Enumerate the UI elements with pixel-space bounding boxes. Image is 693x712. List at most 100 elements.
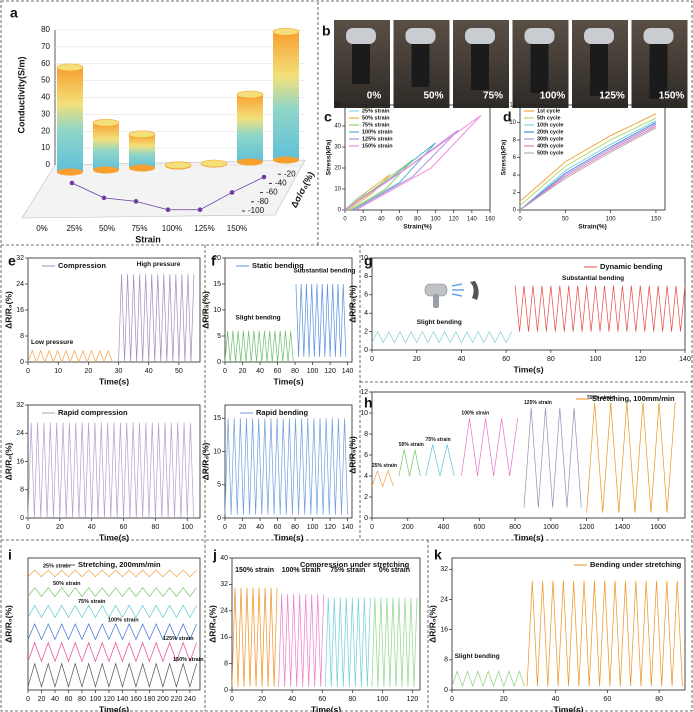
series-line xyxy=(344,173,391,211)
panel-letter: b xyxy=(322,23,331,39)
y-tick-label: 10 xyxy=(360,410,368,417)
bar xyxy=(93,122,119,170)
bar-top xyxy=(56,63,84,72)
series-label: 25% strain xyxy=(372,463,397,469)
series-line xyxy=(27,587,197,598)
y-tick-label: 10 xyxy=(213,448,221,455)
legend-label: 100% strain xyxy=(362,129,393,135)
x-axis-label: Time(s) xyxy=(99,704,129,712)
series-line xyxy=(27,349,113,364)
y-tick-label: 0 xyxy=(444,687,448,694)
y-tick-label: 70 xyxy=(41,42,50,51)
x-tick-label: 140 xyxy=(117,696,129,703)
photo-sample xyxy=(649,44,668,99)
legend-label: 10th cycle xyxy=(537,122,564,128)
legend-label: 125% strain xyxy=(362,136,393,142)
y-tick-label: 0 xyxy=(20,359,24,366)
series-label: 75% strain xyxy=(78,599,106,605)
x-tick-label: 75% xyxy=(131,224,147,233)
series-label: 150% strain xyxy=(235,567,274,574)
x-tick-label: 60 xyxy=(318,696,326,703)
bar xyxy=(57,67,83,172)
x-tick-label: 100 xyxy=(606,217,617,223)
y-tick-label: 15 xyxy=(213,281,221,288)
y-tick-label: 15 xyxy=(213,415,221,422)
y-tick-label: 8 xyxy=(444,657,448,664)
x-tick-label: 1200 xyxy=(579,524,595,531)
y-tick-label: 0 xyxy=(338,208,342,214)
legend-label: 150% strain xyxy=(362,143,393,149)
x-tick-label: 0 xyxy=(518,217,522,223)
x-tick-label: 40 xyxy=(378,217,385,223)
legend-label: 50% strain xyxy=(362,115,390,121)
x-tick-label: 80 xyxy=(547,356,555,363)
x-tick-label: 600 xyxy=(473,524,485,531)
plot-heading: Bending under stretching xyxy=(590,560,682,569)
series-line xyxy=(586,402,676,513)
bar xyxy=(237,94,263,162)
plot-heading: Rapid compression xyxy=(58,408,128,417)
series-line xyxy=(398,449,421,477)
x-tick-label: 125% xyxy=(194,224,214,233)
x-tick-label: 20 xyxy=(413,356,421,363)
plot-heading: Compression xyxy=(58,261,106,270)
y-tick-label: 8 xyxy=(20,487,24,494)
x-tick-label: 20 xyxy=(84,368,92,375)
x-axis-label: Time(s) xyxy=(513,532,543,542)
y-axis-label: ΔR/R₀(%) xyxy=(347,285,357,323)
x-tick-label: 150% xyxy=(227,224,247,233)
x-tick-label: 140 xyxy=(679,356,691,363)
photo-device xyxy=(584,28,614,44)
y-tick-label: 50 xyxy=(41,76,50,85)
y-tick-label: 16 xyxy=(440,627,448,634)
y-tick-label: 4 xyxy=(364,473,368,480)
series-label: 125% strain xyxy=(524,400,552,406)
x-axis-label: Strain xyxy=(135,234,161,244)
x-tick-label: 50 xyxy=(562,217,569,223)
y-tick-label: 5 xyxy=(217,333,221,340)
y-tick-label: 30 xyxy=(334,145,341,151)
y-tick-label: 0 xyxy=(224,687,228,694)
x-tick-label: 0 xyxy=(26,524,30,531)
panel-letter: j xyxy=(212,547,217,563)
x-tick-label: 120 xyxy=(103,696,115,703)
series-label: 75% strain xyxy=(330,567,365,574)
y-axis-label: ΔR/R₀(%) xyxy=(200,442,210,480)
series-label: 100% strain xyxy=(282,567,321,574)
y-tick-label: 16 xyxy=(16,458,24,465)
y-axis-label: Stress(kPa) xyxy=(501,140,508,176)
panel-letter: i xyxy=(8,547,12,563)
x-tick-label: 60 xyxy=(502,356,510,363)
plot-heading: Rapid bending xyxy=(256,408,308,417)
x-tick-label: 100 xyxy=(431,217,442,223)
legend-label: 20th cycle xyxy=(537,129,564,135)
legend-label: 40th cycle xyxy=(537,143,564,149)
bar-top xyxy=(164,161,192,169)
y-tick-label: 8 xyxy=(364,431,368,438)
y-tick-label: 4 xyxy=(513,173,517,179)
photo-label: 125% xyxy=(599,91,625,102)
x-tick-label: 80 xyxy=(655,696,663,703)
plot-frame xyxy=(27,257,201,363)
series-line xyxy=(371,330,513,344)
panel-letter: d xyxy=(503,109,512,125)
y-tick-label: 10 xyxy=(360,255,368,262)
series-line xyxy=(371,597,418,687)
series-line xyxy=(514,285,686,332)
y-tick-label: 8 xyxy=(364,273,368,280)
bar-base xyxy=(93,166,119,174)
y-tick-label: 2 xyxy=(364,328,368,335)
x-tick-label: 100 xyxy=(181,524,193,531)
y-tick-label: 0 xyxy=(20,515,24,522)
photo-sample xyxy=(352,44,370,84)
photo-sample xyxy=(411,44,430,87)
photo-label: 0% xyxy=(367,91,382,102)
photo-device xyxy=(465,28,495,44)
y-tick-label: 24 xyxy=(16,430,24,437)
series-label: 150% strain xyxy=(587,395,615,401)
series-line xyxy=(27,623,197,641)
x-tick-label: 0 xyxy=(370,356,374,363)
x-tick-label: 40 xyxy=(256,524,264,531)
x-tick-label: 1600 xyxy=(650,524,666,531)
x-tick-label: 40 xyxy=(256,368,264,375)
